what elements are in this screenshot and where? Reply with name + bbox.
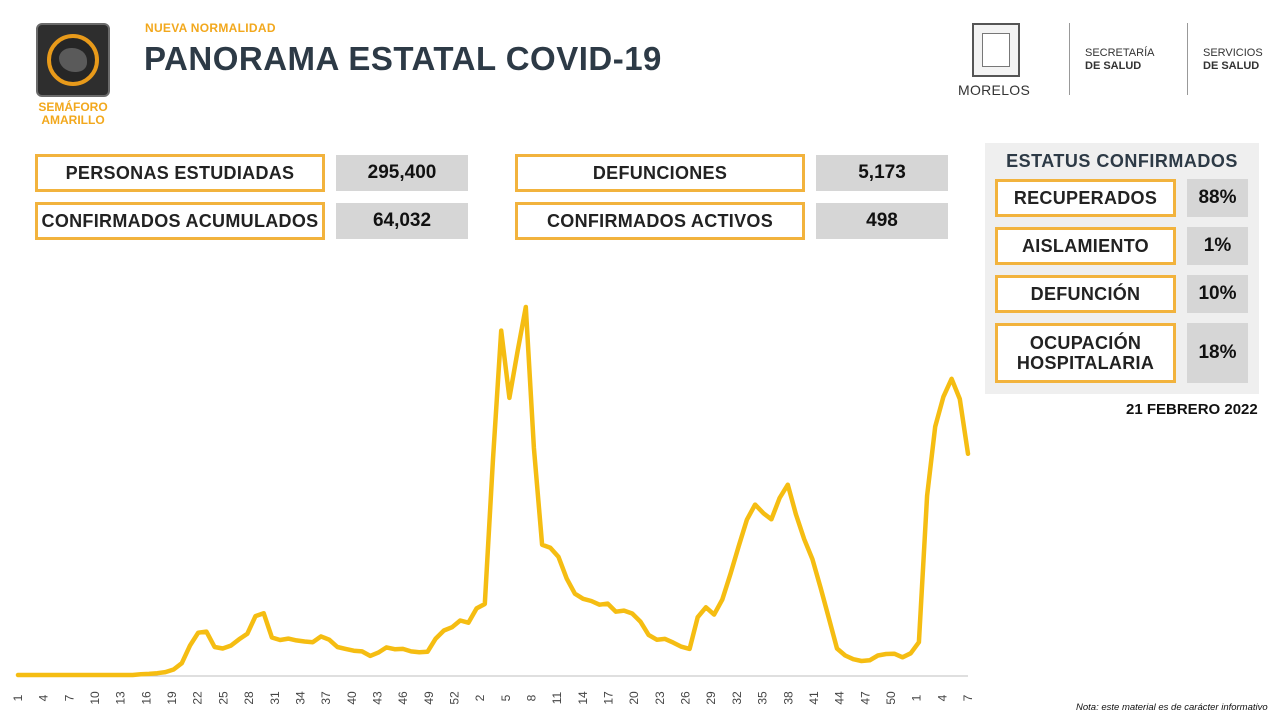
x-tick-label: 28 — [242, 691, 256, 705]
x-tick-label: 5 — [499, 694, 513, 701]
x-tick-label: 32 — [730, 691, 744, 705]
header-divider — [1187, 23, 1188, 95]
semaforo-badge — [36, 23, 110, 97]
state-crest-logo — [972, 23, 1020, 77]
x-tick-label: 1 — [910, 694, 924, 701]
kpi-confirmados-activos-value: 498 — [816, 203, 948, 239]
kpi-confirmados-activos-label: CONFIRMADOS ACTIVOS — [515, 202, 805, 240]
status-recuperados-label: RECUPERADOS — [995, 179, 1176, 217]
semaforo-label-line1: SEMÁFORO — [38, 100, 108, 114]
series-line — [15, 304, 971, 678]
x-tick-label: 13 — [114, 691, 128, 705]
x-tick-label: 34 — [293, 691, 307, 705]
x-tick-label: 11 — [550, 691, 564, 704]
x-tick-label: 29 — [704, 691, 718, 705]
x-tick-label: 17 — [602, 691, 616, 705]
status-ocupacion-label-line1: OCUPACIÓN — [1029, 333, 1142, 353]
kpi-confirmados-acumulados-value: 64,032 — [336, 203, 468, 239]
org-secretaria-logo: SECRETARÍA DE SALUD — [1085, 47, 1154, 73]
x-tick-label: 16 — [139, 691, 153, 705]
x-tick-label: 10 — [88, 691, 102, 705]
org1-line2: DE SALUD — [1085, 60, 1142, 72]
status-defuncion-label: DEFUNCIÓN — [995, 275, 1176, 313]
kicker: NUEVA NORMALIDAD — [145, 21, 276, 35]
x-tick-label: 35 — [756, 691, 770, 705]
report-date: 21 FEBRERO 2022 — [1126, 401, 1258, 418]
x-tick-label: 38 — [781, 691, 795, 705]
x-tick-label: 7 — [961, 694, 975, 701]
kpi-defunciones-label: DEFUNCIONES — [515, 154, 805, 192]
x-axis-ticks: 1 4 7 10 13 16 19 22 25 28 31 34 37 40 43 46 49 52 2 5 8 11 14… — [11, 675, 975, 705]
header-divider — [1069, 23, 1070, 95]
series-lines — [15, 304, 971, 678]
x-tick-label: 40 — [345, 691, 359, 705]
x-tick-label: 19 — [165, 691, 179, 705]
kpi-defunciones-value: 5,173 — [816, 155, 948, 191]
x-tick-label: 14 — [576, 691, 590, 705]
x-tick-label: 43 — [370, 691, 384, 705]
x-tick-label: 25 — [216, 691, 230, 705]
x-tick-label: 4 — [935, 694, 949, 701]
x-tick-label: 31 — [268, 691, 282, 705]
x-tick-label: 46 — [396, 691, 410, 705]
x-tick-label: 47 — [858, 691, 872, 705]
x-tick-label: 49 — [422, 691, 436, 705]
semaforo-label-line2: AMARILLO — [41, 113, 105, 127]
status-aislamiento-label: AISLAMIENTO — [995, 227, 1176, 265]
state-map-icon — [59, 48, 87, 72]
page-title: PANORAMA ESTATAL COVID-19 — [144, 40, 662, 77]
semaforo-ring — [47, 34, 99, 86]
x-tick-label: 26 — [679, 691, 693, 705]
x-tick-label: 7 — [62, 694, 76, 701]
crest-emblem-icon — [982, 33, 1010, 67]
semaforo-label: SEMÁFORO AMARILLO — [28, 101, 118, 127]
x-tick-label: 1 — [11, 694, 25, 701]
kpi-personas-estudiadas-value: 295,400 — [336, 155, 468, 191]
kpi-personas-estudiadas-label: PERSONAS ESTUDIADAS — [35, 154, 325, 192]
status-recuperados-value: 88% — [1187, 179, 1248, 217]
x-tick-label: 4 — [37, 694, 51, 701]
org2-line2: DE SALUD — [1203, 60, 1260, 72]
status-title: ESTATUS CONFIRMADOS — [1006, 151, 1238, 171]
x-tick-label: 41 — [807, 691, 821, 705]
status-ocupacion-label: OCUPACIÓN HOSPITALARIA — [995, 323, 1176, 383]
x-tick-label: 37 — [319, 691, 333, 705]
status-ocupacion-label-line2: HOSPITALARIA — [1016, 353, 1155, 373]
x-tick-label: 20 — [627, 691, 641, 705]
x-tick-label: 44 — [833, 691, 847, 705]
footnote: Nota: este material es de carácter infor… — [1076, 702, 1268, 713]
x-tick-label: 8 — [525, 694, 539, 701]
x-tick-label: 52 — [447, 691, 461, 705]
x-tick-label: 23 — [653, 691, 667, 705]
state-logo-text: MORELOS — [958, 82, 1031, 98]
x-tick-label: 2 — [473, 694, 487, 701]
x-tick-label: 50 — [884, 691, 898, 705]
status-aislamiento-value: 1% — [1187, 227, 1248, 265]
org2-line1: SERVICIOS — [1203, 47, 1263, 59]
org1-line1: SECRETARÍA — [1085, 47, 1155, 59]
status-defuncion-value: 10% — [1187, 275, 1248, 313]
kpi-confirmados-acumulados-label: CONFIRMADOS ACUMULADOS — [35, 202, 325, 240]
org-servicios-logo: SERVICIOS DE SALUD — [1203, 47, 1263, 73]
status-ocupacion-value: 18% — [1187, 323, 1248, 383]
x-tick-label: 22 — [191, 691, 205, 705]
